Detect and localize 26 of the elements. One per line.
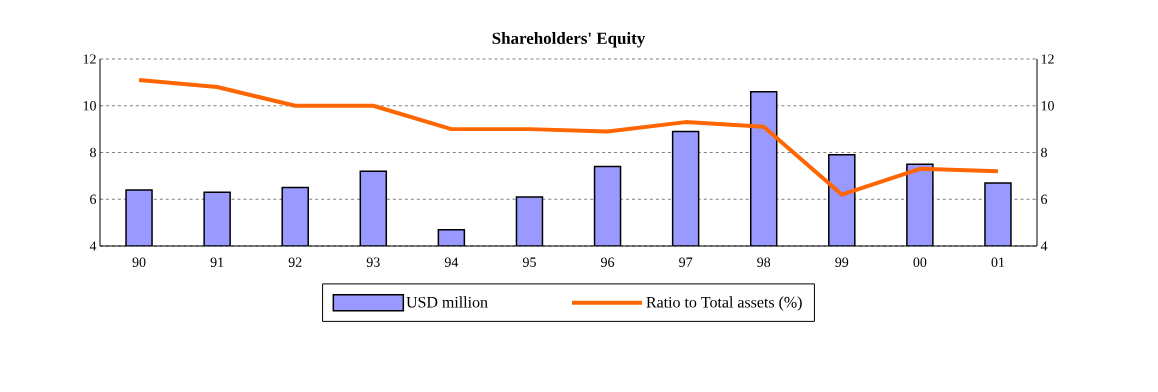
- x-tick-label: 93: [366, 257, 380, 267]
- x-tick-label: 95: [522, 257, 536, 267]
- y2-tick-label: 4: [1040, 241, 1048, 251]
- y2-tick-label: 6: [1041, 194, 1048, 204]
- y-tick-label: 12: [83, 54, 96, 64]
- y-tick-label: 6: [90, 194, 97, 204]
- x-tick-label: 91: [210, 257, 224, 267]
- legend-label: Ratio to Total assets (%): [646, 296, 802, 311]
- y-tick-label: 10: [83, 101, 96, 111]
- chart-title: Shareholders' Equity: [492, 32, 646, 48]
- x-tick-label: 97: [679, 257, 693, 267]
- y2-tick-label: 12: [1041, 54, 1054, 64]
- x-tick-label: 01: [991, 257, 1005, 267]
- x-tick-label: 99: [835, 257, 849, 267]
- y-tick-label: 8: [90, 147, 96, 158]
- y2-tick-label: 10: [1041, 101, 1054, 111]
- x-tick-label: 94: [444, 257, 459, 267]
- x-tick-label: 92: [288, 257, 302, 267]
- x-tick-label: 96: [601, 257, 615, 267]
- x-tick-label: 98: [757, 257, 771, 267]
- x-tick-label: 90: [132, 257, 146, 267]
- y-tick-label: 4: [89, 241, 97, 251]
- y2-tick-label: 8: [1041, 147, 1047, 158]
- legend-label: USD million: [406, 296, 488, 308]
- x-tick-label: 00: [913, 257, 927, 267]
- line-series: [137, 78, 1000, 197]
